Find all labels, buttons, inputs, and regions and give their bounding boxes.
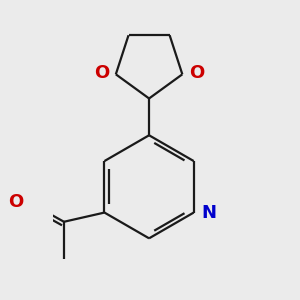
Text: N: N <box>201 204 216 222</box>
Text: O: O <box>8 193 23 211</box>
Text: O: O <box>94 64 110 82</box>
Text: O: O <box>189 64 204 82</box>
